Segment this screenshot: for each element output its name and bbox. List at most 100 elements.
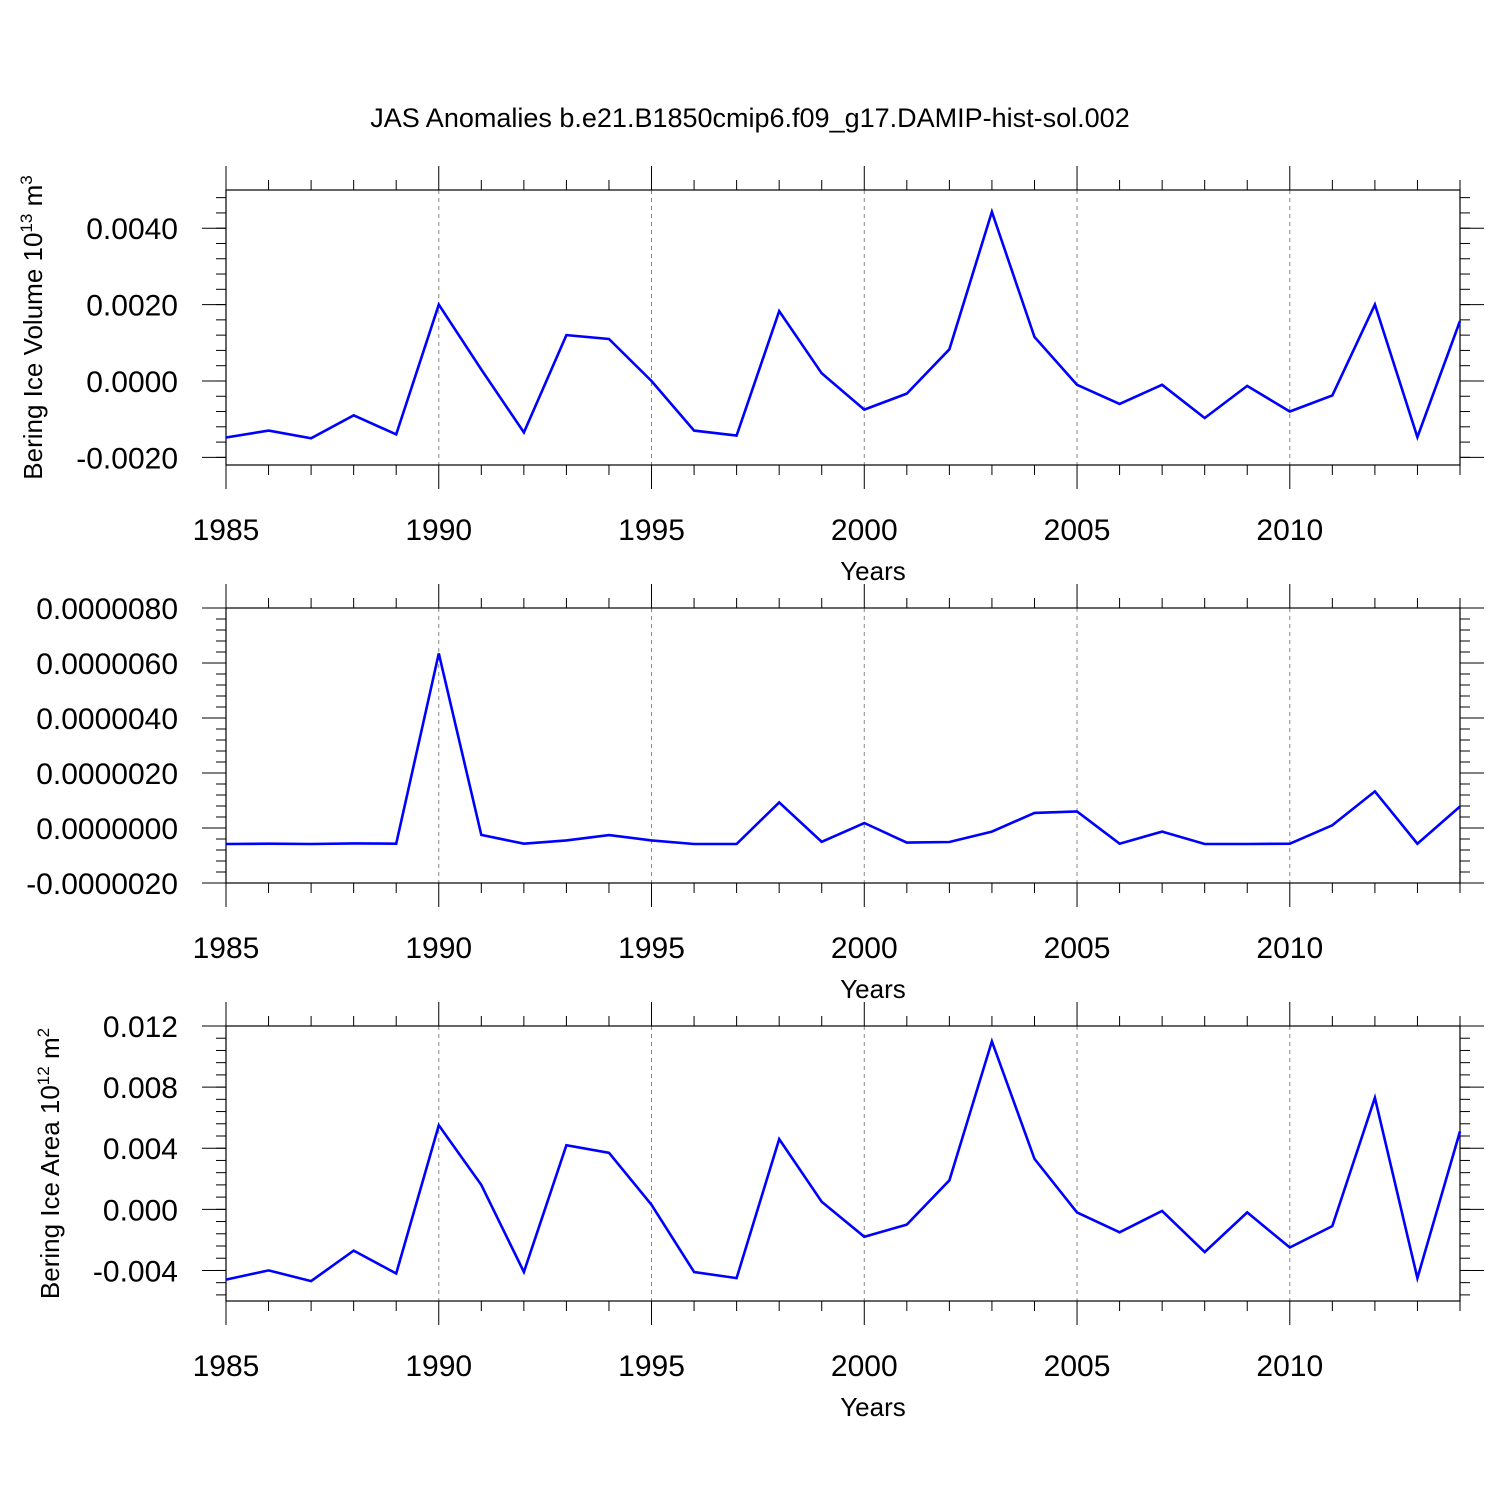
data-point bbox=[735, 842, 739, 846]
data-point bbox=[1160, 830, 1164, 834]
data-point bbox=[479, 1183, 483, 1187]
x-tick-label: 1990 bbox=[405, 1350, 472, 1383]
data-point bbox=[820, 840, 824, 844]
data-point bbox=[862, 821, 866, 825]
x-tick-label: 2010 bbox=[1256, 1350, 1323, 1383]
data-point bbox=[862, 408, 866, 412]
data-point bbox=[1075, 1210, 1079, 1214]
data-point bbox=[309, 436, 313, 440]
x-tick-label: 2000 bbox=[831, 1350, 898, 1383]
series-line bbox=[225, 1037, 1462, 1284]
x-tick-label: 2000 bbox=[831, 514, 898, 547]
data-point bbox=[1330, 823, 1334, 827]
data-point bbox=[564, 1143, 568, 1147]
data-point bbox=[947, 840, 951, 844]
y-tick-label: 0.0020 bbox=[86, 290, 178, 323]
data-point bbox=[267, 1268, 271, 1272]
data-point bbox=[224, 1278, 228, 1282]
data-point bbox=[947, 1178, 951, 1182]
data-point bbox=[352, 1249, 356, 1253]
figure-title: JAS Anomalies b.e21.B1850cmip6.f09_g17.D… bbox=[370, 103, 1129, 133]
x-axis-label: Years bbox=[840, 974, 906, 1004]
data-point bbox=[607, 833, 611, 837]
x-tick-label: 2005 bbox=[1044, 514, 1111, 547]
data-point bbox=[947, 347, 951, 351]
y-tick-label: 0.0000020 bbox=[36, 758, 178, 791]
data-point bbox=[735, 434, 739, 438]
data-point bbox=[1288, 842, 1292, 846]
data-point bbox=[1373, 1096, 1377, 1100]
data-point bbox=[309, 1279, 313, 1283]
x-tick-label: 1985 bbox=[193, 1350, 260, 1383]
data-point bbox=[905, 1223, 909, 1227]
data-point bbox=[607, 337, 611, 341]
y-tick-label: 0.0000000 bbox=[36, 813, 178, 846]
x-tick-label: 2005 bbox=[1044, 932, 1111, 965]
data-point bbox=[1032, 335, 1036, 339]
data-point bbox=[905, 841, 909, 845]
data-point bbox=[1160, 1209, 1164, 1213]
data-point bbox=[394, 432, 398, 436]
plot-frame bbox=[225, 607, 1461, 884]
data-point bbox=[1288, 1246, 1292, 1250]
data-point bbox=[1330, 1224, 1334, 1228]
data-point bbox=[1373, 789, 1377, 793]
data-point bbox=[1373, 303, 1377, 307]
y-tick-label: 0.0000060 bbox=[36, 648, 178, 681]
data-point bbox=[1203, 1250, 1207, 1254]
x-tick-label: 1995 bbox=[618, 514, 685, 547]
data-point bbox=[1458, 319, 1462, 323]
plot-frame bbox=[225, 1025, 1461, 1302]
data-point bbox=[1203, 842, 1207, 846]
data-point bbox=[224, 842, 228, 846]
data-point bbox=[479, 833, 483, 837]
data-point bbox=[352, 841, 356, 845]
panel-anomaly-small: -0.0000020 0.0000000 0.0000020 0.0000040 0.0… bbox=[26, 584, 1484, 1004]
data-point bbox=[224, 436, 228, 440]
data-point bbox=[1160, 383, 1164, 387]
data-point bbox=[692, 1270, 696, 1274]
data-point bbox=[735, 1276, 739, 1280]
data-point bbox=[990, 210, 994, 214]
data-point bbox=[1032, 1157, 1036, 1161]
x-tick-label: 2005 bbox=[1044, 1350, 1111, 1383]
data-point bbox=[522, 431, 526, 435]
data-point bbox=[1118, 842, 1122, 846]
data-point bbox=[1118, 1230, 1122, 1234]
x-tick-label: 1995 bbox=[618, 1350, 685, 1383]
data-point bbox=[1458, 805, 1462, 809]
x-tick-label: 2000 bbox=[831, 932, 898, 965]
y-axis-label: Bering Ice Area 1012 m2 bbox=[34, 1028, 65, 1299]
data-point bbox=[1415, 842, 1419, 846]
data-point bbox=[1458, 1129, 1462, 1133]
data-point bbox=[522, 1270, 526, 1274]
data-point bbox=[1075, 383, 1079, 387]
data-point bbox=[777, 800, 781, 804]
data-point bbox=[1075, 810, 1079, 814]
y-tick-label: 0.0000040 bbox=[36, 703, 178, 736]
data-point bbox=[479, 368, 483, 372]
data-point bbox=[692, 842, 696, 846]
data-point bbox=[1288, 410, 1292, 414]
y-tick-label: -0.004 bbox=[93, 1255, 178, 1288]
data-point bbox=[437, 1123, 441, 1127]
data-point bbox=[1415, 1276, 1419, 1280]
data-point bbox=[692, 429, 696, 433]
data-point bbox=[990, 830, 994, 834]
x-tick-label: 1990 bbox=[405, 932, 472, 965]
data-point bbox=[309, 842, 313, 846]
panel-bering-ice-volume: -0.0020 0.0000 0.0020 0.0040 1985 1990 1995 200… bbox=[17, 166, 1484, 586]
x-axis-label: Years bbox=[840, 556, 906, 586]
x-tick-label: 2010 bbox=[1256, 514, 1323, 547]
data-point bbox=[990, 1039, 994, 1043]
y-tick-label: 0.000 bbox=[103, 1194, 178, 1227]
data-point bbox=[267, 429, 271, 433]
data-point bbox=[352, 413, 356, 417]
data-point bbox=[437, 651, 441, 655]
data-point bbox=[820, 371, 824, 375]
data-point bbox=[650, 379, 654, 383]
data-point bbox=[905, 392, 909, 396]
y-tick-label: -0.0000020 bbox=[26, 868, 178, 901]
data-point bbox=[862, 1235, 866, 1239]
y-tick-label: -0.0020 bbox=[76, 442, 178, 475]
